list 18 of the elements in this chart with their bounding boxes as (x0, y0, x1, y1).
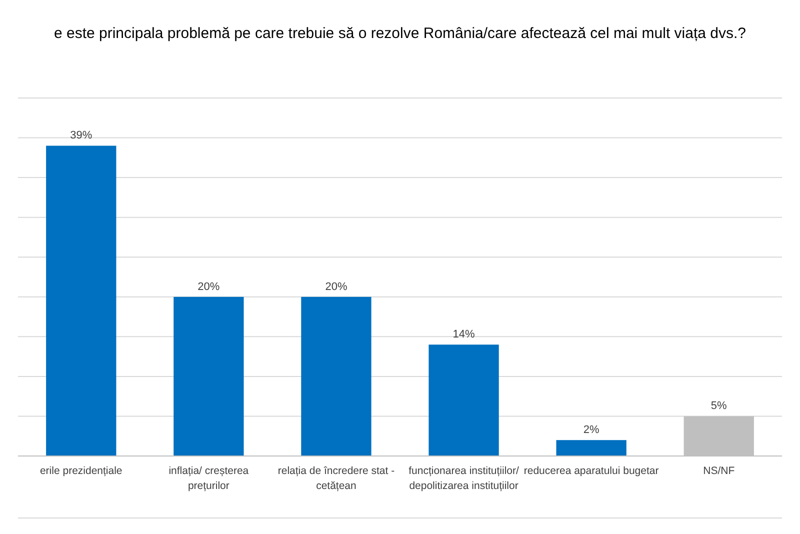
chart-title: e este principala problemă pe care trebuie să o rezolve România/care afectează cel mai mult viața dvs.? (54, 25, 746, 42)
bar (428, 344, 499, 456)
x-tick-label: erile prezidențiale (40, 465, 122, 477)
x-tick-label: funcționarea instituțiilor/ depolitizarea instituțiilor (408, 465, 520, 492)
x-tick-label: reducerea aparatului bugetar (524, 465, 660, 477)
bar (174, 296, 244, 456)
data-label: 2% (583, 424, 600, 436)
bar (46, 146, 116, 456)
data-label: 20% (198, 280, 220, 293)
data-label: 14% (452, 328, 475, 341)
x-tick-label: inflația/ creșterea prețurilor (168, 465, 249, 492)
data-label: 5% (710, 400, 728, 412)
x-tick-label: relația de încredere stat - cetățean (278, 465, 396, 492)
x-tick-label: NS/NF (703, 465, 735, 477)
data-label: 39% (70, 130, 92, 142)
data-label: 20% (325, 280, 348, 293)
bar (556, 440, 626, 456)
bar (301, 296, 372, 456)
